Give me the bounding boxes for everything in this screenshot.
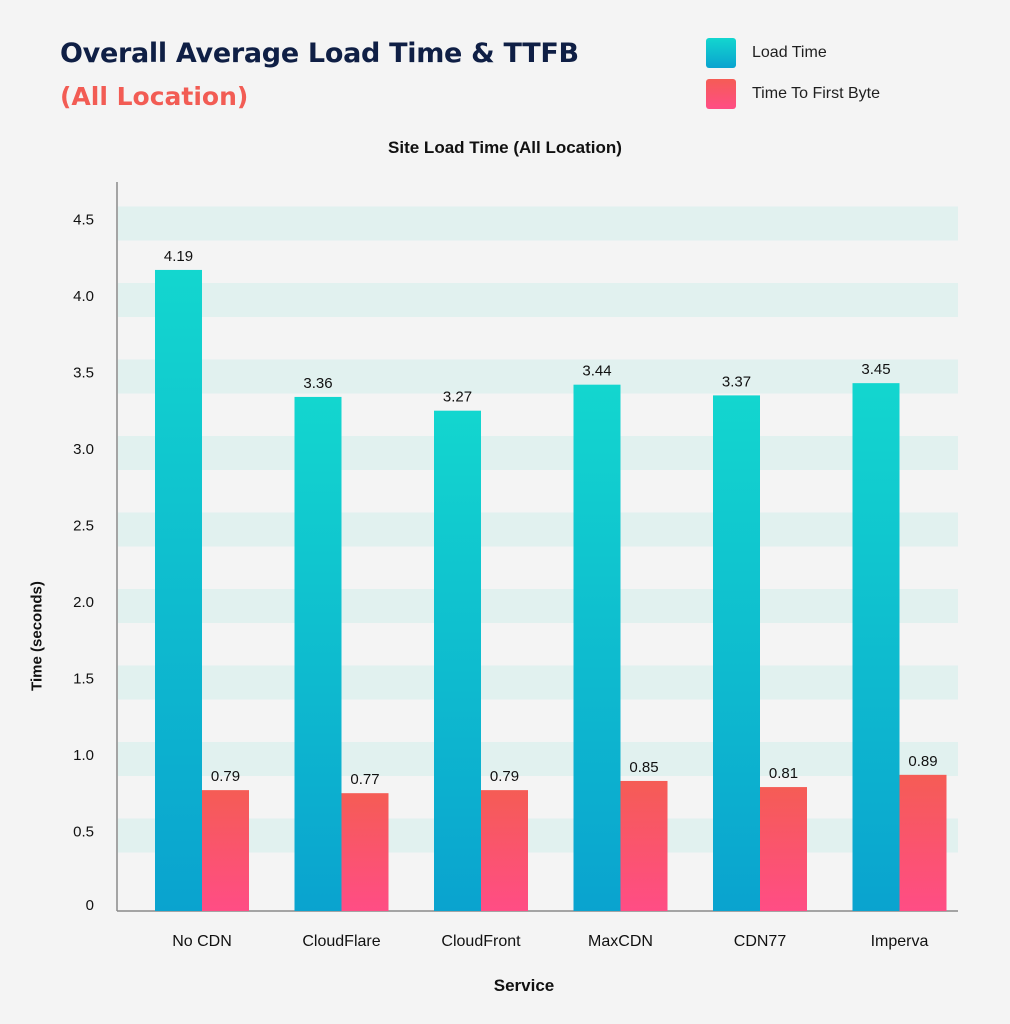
grid-band [118,589,958,623]
data-label-ttfb: 0.89 [908,753,937,770]
data-label-load-time: 3.45 [861,361,890,378]
x-tick-label: CloudFront [441,933,521,950]
chart-title: Overall Average Load Time & TTFB [60,38,579,69]
bar-ttfb [481,790,528,911]
bar-load-time [155,269,202,911]
data-label-ttfb: 0.85 [629,759,658,776]
y-tick-label: 4.0 [73,288,94,305]
x-tick-label: CDN77 [734,933,787,950]
bar-ttfb [760,787,807,911]
legend: Load Time Time To First Byte [706,38,880,120]
y-tick-label: 1.5 [73,670,94,687]
y-tick-label: 0 [86,897,94,914]
data-label-load-time: 3.36 [303,375,332,392]
y-tick-label: 2.0 [73,594,94,611]
y-tick-label: 0.5 [73,823,94,840]
data-label-ttfb: 0.81 [769,765,798,782]
legend-item-load-time: Load Time [706,38,880,68]
legend-swatch-ttfb [706,79,736,109]
data-label-load-time: 3.44 [582,363,611,380]
bar-load-time [434,410,481,911]
data-label-load-time: 3.27 [443,389,472,406]
x-tick-label: Imperva [871,933,929,950]
y-tick-label: 3.5 [73,364,94,381]
legend-label-ttfb: Time To First Byte [752,85,881,102]
plot-title: Site Load Time (All Location) [388,138,622,157]
bar-load-time [713,395,760,911]
legend-label-load-time: Load Time [752,44,827,61]
y-tick-label: 2.5 [73,517,94,534]
bar-ttfb [202,790,249,911]
y-tick-label: 4.5 [73,211,94,228]
x-tick-label: MaxCDN [588,933,653,950]
x-axis-label: Service [493,976,555,995]
bar-ttfb [341,793,389,911]
data-label-load-time: 3.37 [722,373,751,390]
legend-swatch-load-time [706,38,736,68]
bar-load-time [573,384,621,911]
bar-ttfb [899,774,947,911]
x-tick-label: No CDN [172,933,232,950]
grid-band [118,359,958,394]
bar-load-time [294,396,342,911]
chart-subtitle: (All Location) [60,82,249,111]
grid-band [118,512,958,547]
grid-band [118,742,958,776]
bar-ttfb [620,780,668,911]
y-tick-label: 3.0 [73,441,94,458]
grid-band [118,436,958,470]
data-label-load-time: 4.19 [164,248,193,265]
grid-band [118,818,958,853]
legend-item-ttfb: Time To First Byte [706,79,880,109]
bar-load-time [852,383,900,911]
data-label-ttfb: 0.79 [211,768,240,785]
grid-band [118,283,958,317]
data-label-ttfb: 0.79 [490,768,519,785]
data-label-ttfb: 0.77 [350,771,379,788]
grid-band [118,206,958,241]
grid-band [118,665,958,700]
x-tick-label: CloudFlare [302,933,380,950]
y-tick-label: 1.0 [73,747,94,764]
